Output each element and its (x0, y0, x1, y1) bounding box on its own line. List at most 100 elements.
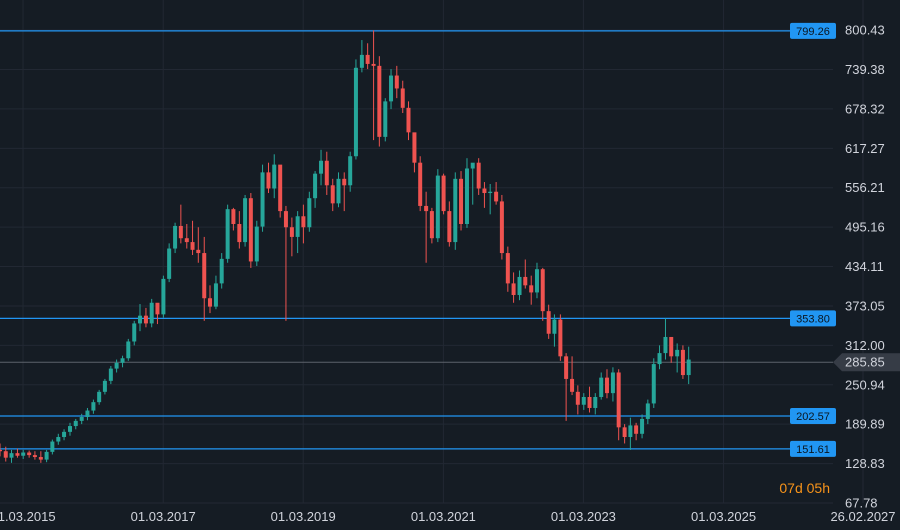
candle[interactable] (219, 253, 224, 289)
candle[interactable] (476, 158, 481, 195)
candle[interactable] (190, 220, 195, 255)
candle[interactable] (114, 359, 119, 373)
candle[interactable] (377, 56, 382, 147)
candle[interactable] (429, 207, 434, 244)
candle[interactable] (143, 307, 148, 328)
candle[interactable] (424, 191, 429, 263)
candle[interactable] (389, 69, 394, 110)
candle[interactable] (371, 30, 376, 141)
candle[interactable] (499, 194, 504, 260)
candle[interactable] (616, 369, 621, 441)
candle[interactable] (21, 449, 26, 459)
candle[interactable] (581, 393, 586, 410)
candle[interactable] (9, 449, 14, 463)
candle[interactable] (645, 399, 650, 425)
candle[interactable] (85, 407, 90, 421)
candle[interactable] (453, 172, 458, 250)
candle[interactable] (336, 172, 341, 208)
candle[interactable] (464, 158, 469, 228)
candle[interactable] (108, 366, 113, 385)
candle[interactable] (394, 65, 399, 99)
candle[interactable] (225, 204, 230, 263)
candle[interactable] (342, 172, 347, 212)
candle[interactable] (266, 162, 271, 194)
candle[interactable] (488, 183, 493, 215)
candle[interactable] (406, 101, 411, 141)
candle[interactable] (575, 385, 580, 415)
candle[interactable] (149, 298, 154, 328)
candle[interactable] (324, 151, 329, 195)
candle[interactable] (604, 369, 609, 399)
candle[interactable] (400, 80, 405, 113)
candle[interactable] (91, 399, 96, 414)
candle[interactable] (517, 270, 522, 301)
candle[interactable] (529, 275, 534, 305)
candle[interactable] (447, 201, 452, 247)
candle[interactable] (622, 424, 627, 444)
candle[interactable] (313, 171, 318, 208)
candle[interactable] (173, 222, 178, 254)
candle[interactable] (365, 43, 370, 70)
candle[interactable] (231, 207, 236, 231)
candle[interactable] (511, 272, 516, 303)
candle[interactable] (669, 336, 674, 363)
candle[interactable] (359, 40, 364, 73)
candle[interactable] (628, 417, 633, 450)
candle[interactable] (540, 267, 545, 321)
candle[interactable] (0, 443, 2, 457)
candle[interactable] (348, 151, 353, 192)
candle[interactable] (353, 59, 358, 160)
candle[interactable] (278, 164, 283, 218)
candle[interactable] (178, 204, 183, 244)
candle[interactable] (3, 446, 8, 462)
candle[interactable] (634, 422, 639, 441)
candle[interactable] (62, 429, 67, 441)
candle[interactable] (675, 343, 680, 373)
candle[interactable] (534, 262, 539, 299)
candle[interactable] (137, 304, 142, 332)
candle[interactable] (441, 173, 446, 215)
candle[interactable] (558, 314, 563, 361)
candle[interactable] (254, 220, 259, 266)
candle[interactable] (383, 98, 388, 142)
candle[interactable] (56, 433, 61, 445)
candle[interactable] (505, 246, 510, 292)
candle[interactable] (459, 171, 464, 231)
candle[interactable] (283, 205, 288, 321)
candle[interactable] (196, 227, 201, 263)
candle[interactable] (289, 217, 294, 257)
candle[interactable] (680, 345, 685, 379)
candle[interactable] (73, 418, 78, 430)
candle[interactable] (132, 320, 137, 346)
candle[interactable] (79, 413, 84, 425)
candle[interactable] (202, 236, 207, 321)
candle[interactable] (330, 178, 335, 212)
candle[interactable] (482, 182, 487, 208)
candle[interactable] (651, 358, 656, 408)
candle[interactable] (412, 132, 417, 173)
candle[interactable] (307, 191, 312, 232)
candle[interactable] (587, 386, 592, 413)
candle[interactable] (44, 449, 49, 463)
candle[interactable] (27, 450, 32, 458)
candle[interactable] (470, 162, 475, 205)
candle[interactable] (184, 224, 189, 249)
candle[interactable] (295, 211, 300, 254)
candle[interactable] (570, 356, 575, 396)
candle[interactable] (435, 169, 440, 243)
candle[interactable] (599, 372, 604, 400)
candle[interactable] (546, 304, 551, 339)
candle[interactable] (32, 451, 37, 460)
candle[interactable] (67, 422, 72, 436)
candle[interactable] (102, 378, 107, 395)
candle[interactable] (120, 355, 125, 368)
candle[interactable] (663, 318, 668, 360)
candle[interactable] (126, 338, 131, 361)
candle[interactable] (50, 439, 55, 455)
candle[interactable] (319, 149, 324, 186)
candle[interactable] (213, 275, 218, 310)
candle[interactable] (207, 285, 212, 314)
candle[interactable] (657, 345, 662, 370)
candle[interactable] (564, 353, 569, 421)
candle[interactable] (161, 275, 166, 318)
